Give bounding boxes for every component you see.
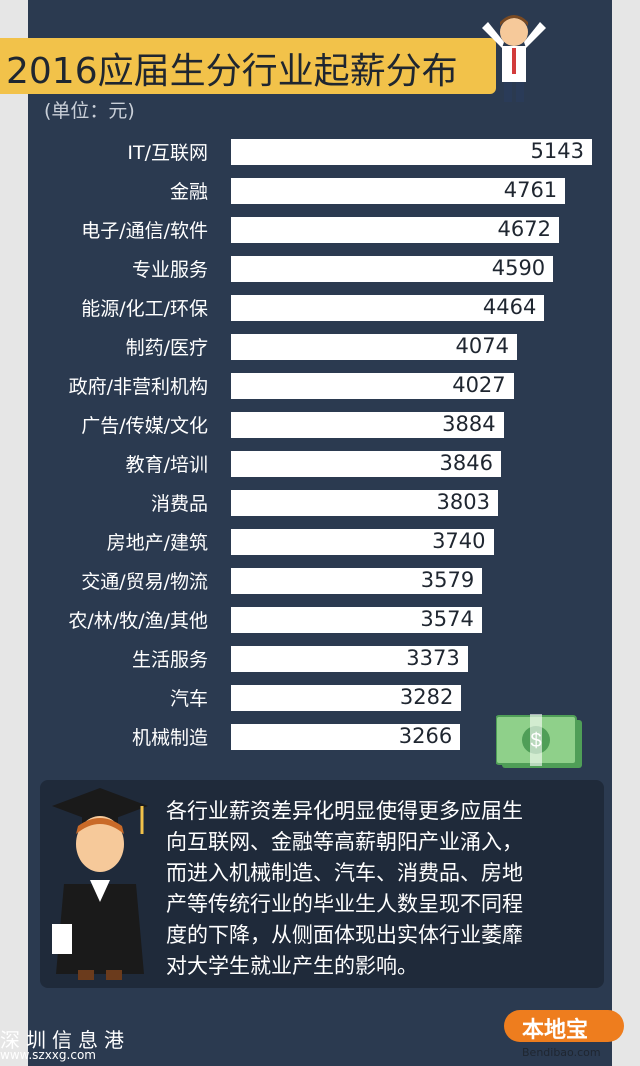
bar [231,451,501,477]
bar-category-label: IT/互联网 [127,142,208,164]
footer-url-right: Bendibao.com [522,1046,601,1059]
footer-brand-right: 本地宝 [522,1018,589,1043]
bar-category-label: 电子/通信/软件 [81,220,208,242]
footer-brand-left: 深圳信息港 [0,1028,130,1052]
bar-value-label: 3884 [442,412,496,436]
bar-category-label: 机械制造 [131,727,208,749]
bar [231,178,566,204]
logo-badge [504,1010,624,1042]
bar-value-label: 3846 [439,451,493,475]
bar-value-label: 3740 [432,529,486,553]
bar-value-label: 3282 [399,685,454,709]
chart-title: 2016应届生分行业起薪分布 [6,51,458,92]
bar-category-label: 能源/化工/环保 [81,298,208,320]
note-line: 产等传统行业的毕业生人数呈现不同程 [166,892,523,916]
bar-category-label: 制药/医疗 [125,337,208,359]
bar-value-label: 3803 [436,490,490,514]
bar [231,295,545,321]
bar [231,568,483,594]
bar-value-label: 3266 [398,724,453,748]
footer-url-left: www.szxxg.com [0,1048,96,1062]
bar-value-label: 4464 [482,295,537,319]
bar-category-label: 政府/非营利机构 [68,376,208,398]
bar-value-label: 4074 [455,334,509,358]
bar-category-label: 教育/培训 [125,454,208,476]
bar [231,334,517,360]
note-line: 向互联网、金融等高薪朝阳产业涌入， [166,830,523,854]
bar-category-label: 汽车 [169,688,208,710]
bar [231,412,504,438]
note-line: 各行业薪资差异化明显使得更多应届生 [166,799,523,823]
bar [231,139,592,165]
bar [231,529,494,555]
note-line: 对大学生就业产生的影响。 [166,954,418,978]
bar-value-label: 4761 [503,178,558,202]
note-line: 而进入机械制造、汽车、消费品、房地 [166,861,523,885]
bar [231,217,559,243]
bar [231,685,462,711]
unit-label: (单位：元) [44,100,135,122]
note-line: 度的下降，从侧面体现出实体行业萎靡 [166,923,523,947]
bar-value-label: 4027 [452,373,506,397]
bar-category-label: 消费品 [150,493,208,515]
bar-category-label: 金融 [169,181,208,203]
graduate-icon [52,788,148,980]
bar [231,646,468,672]
money-icon: $ [496,714,582,768]
bar-category-label: 生活服务 [131,649,208,671]
bar-value-label: 4672 [497,217,551,241]
bar-value-label: 3574 [420,607,474,631]
title-banner [0,38,496,94]
bar [231,490,498,516]
bar [231,373,514,399]
bar-category-label: 广告/传媒/文化 [81,415,208,437]
bar-value-label: 4590 [491,256,546,280]
bar-category-label: 房地产/建筑 [106,532,208,554]
bar [231,724,461,750]
bar-category-label: 专业服务 [131,259,208,281]
note-text: 各行业薪资差异化明显使得更多应届生 向互联网、金融等高薪朝阳产业涌入， 而进入机… [166,796,598,982]
bar-category-label: 农/林/牧/渔/其他 [68,610,208,632]
bar-value-label: 5143 [530,139,584,163]
bar [231,607,482,633]
bar [231,256,554,282]
businessman-icon [482,15,546,102]
bar-category-label: 交通/贸易/物流 [81,571,208,593]
bar-value-label: 3373 [406,646,460,670]
bar-value-label: 3579 [420,568,475,592]
